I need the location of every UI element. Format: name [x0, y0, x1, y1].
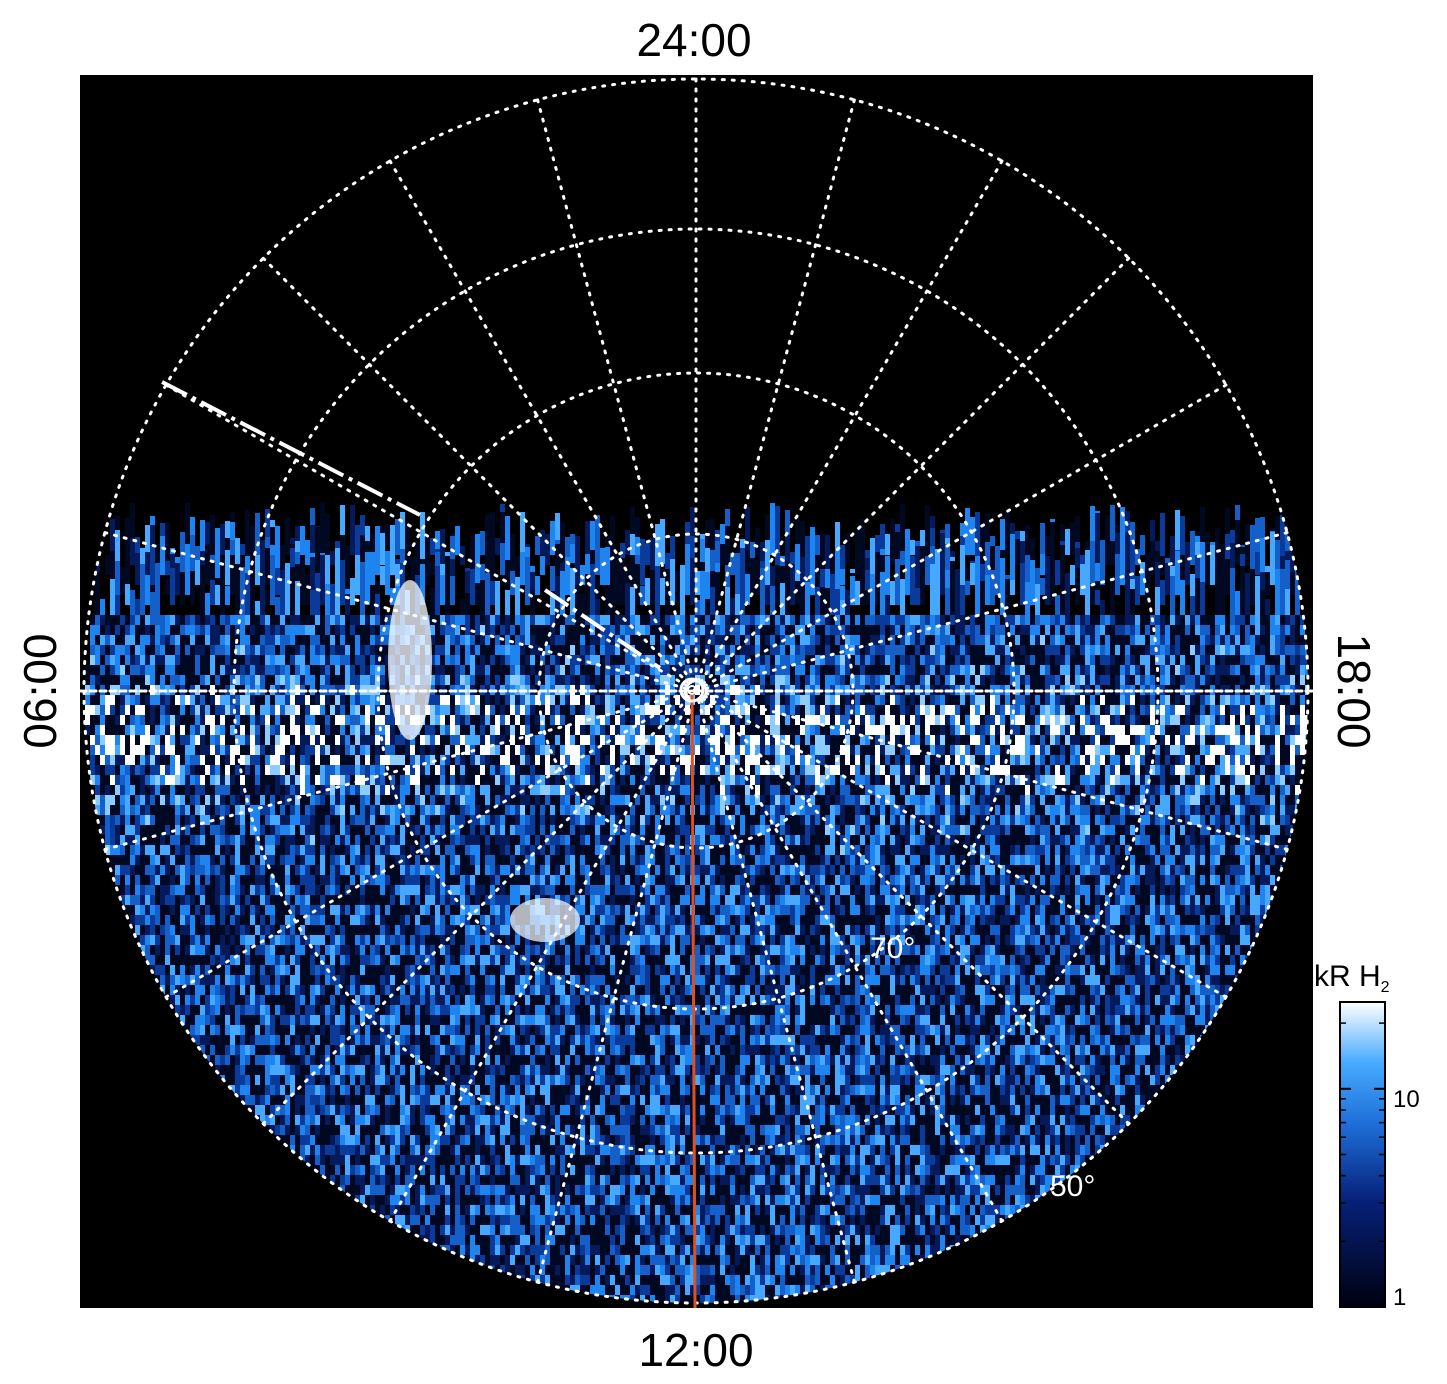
meridian-line	[103, 689, 698, 851]
local-time-label-bottom: 12:00	[638, 1324, 753, 1376]
meridian-line	[694, 256, 1131, 693]
meridian-line	[694, 689, 1289, 851]
meridian-line	[694, 689, 856, 1284]
aurora-emission-image	[85, 502, 1308, 1303]
meridian-line	[694, 689, 1004, 1223]
colorbar: kR H2 10 1	[1314, 960, 1420, 1311]
colorbar-tick-10: 10	[1393, 1086, 1420, 1113]
local-time-label-top: 24:00	[636, 14, 751, 66]
meridian-line	[388, 689, 698, 1223]
meridian-line	[694, 689, 1228, 999]
colorbar-tick-1: 1	[1393, 1284, 1406, 1311]
meridian-line	[536, 689, 698, 1284]
meridian-line	[164, 689, 698, 999]
meridian-line	[694, 383, 1228, 693]
meridian-line	[388, 159, 698, 693]
colorbar-gradient	[1339, 1001, 1386, 1308]
meridian-line	[261, 256, 698, 693]
colorbar-title-subscript: 2	[1381, 979, 1390, 996]
pole-marker	[679, 677, 705, 703]
dash-dot-reference-line	[161, 380, 662, 670]
meridian-line	[536, 98, 698, 693]
meridian-line	[103, 531, 698, 693]
colorbar-title: kR H2	[1314, 960, 1390, 996]
local-time-label-right: 18:00	[1328, 633, 1380, 748]
meridian-line	[261, 689, 698, 1126]
colorbar-title-main: kR H	[1314, 960, 1381, 993]
meridian-line	[164, 383, 698, 693]
latitude-label-50: 50°	[1050, 1170, 1095, 1203]
meridian-line	[694, 98, 856, 693]
latitude-circle	[376, 371, 1016, 1011]
local-time-label-left: 06:00	[14, 633, 66, 748]
meridian-line	[694, 159, 1004, 693]
meridian-line	[694, 689, 1131, 1126]
latitude-label-70: 70°	[870, 932, 915, 965]
meridian-line	[694, 531, 1289, 693]
noon-meridian-line	[690, 691, 697, 1309]
polar-grid	[78, 77, 1315, 1305]
